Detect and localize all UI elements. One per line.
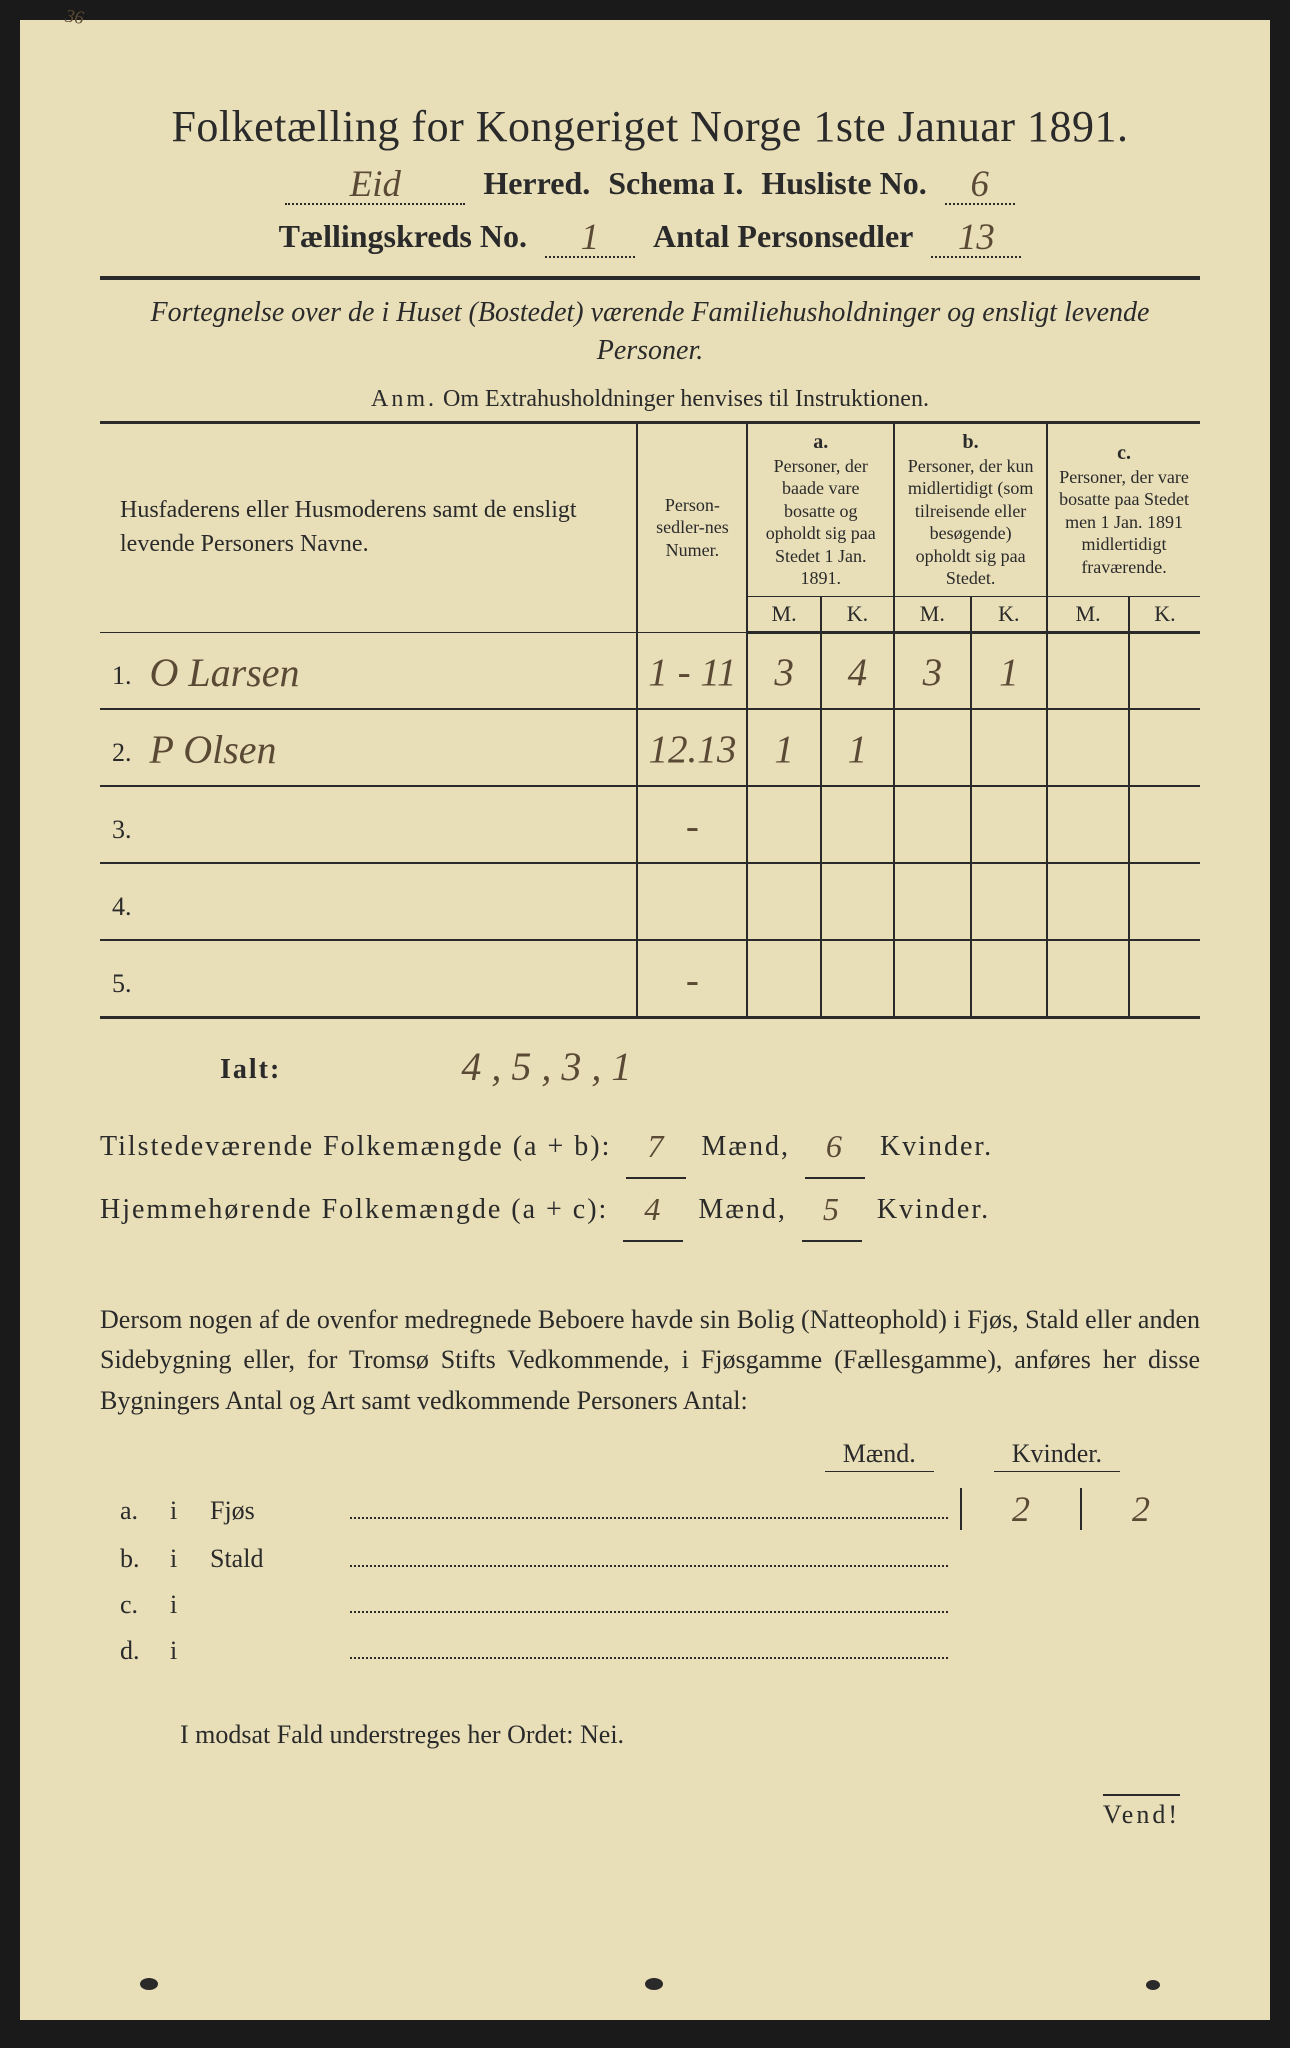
- antal-value: 13: [958, 216, 995, 257]
- punch-hole: [140, 1978, 158, 1990]
- totals-2-k: 5: [802, 1179, 862, 1242]
- census-form-page: 36 Folketælling for Kongeriget Norge 1st…: [20, 20, 1270, 2020]
- form-subtitle: Fortegnelse over de i Huset (Bostedet) v…: [100, 294, 1200, 370]
- header-line-2: Eid Herred. Schema I. Husliste No. 6: [100, 160, 1200, 205]
- anm-label: Anm.: [371, 386, 437, 412]
- table-row: 5.-: [100, 940, 1200, 1018]
- antal-field: 13: [931, 213, 1021, 258]
- building-row: d.i: [100, 1628, 1200, 1674]
- kreds-field: 1: [545, 213, 635, 258]
- kvinder-label: Kvinder.: [880, 1131, 993, 1162]
- table-row: 2.P Olsen12.1311: [100, 709, 1200, 786]
- building-list: a.iFjøs22b.iStaldc.id.i: [100, 1478, 1200, 1674]
- maend-label-2: Mænd,: [698, 1194, 787, 1225]
- divider: [100, 276, 1200, 280]
- ialt-label: Ialt:: [220, 1054, 281, 1086]
- page-number-annotation: 36: [64, 6, 1156, 180]
- building-row: b.iStald: [100, 1536, 1200, 1582]
- header-line-3: Tællingskreds No. 1 Antal Personsedler 1…: [100, 213, 1200, 258]
- totals-1-k: 6: [805, 1116, 865, 1179]
- totals-1-label: Tilstedeværende Folkemængde (a + b):: [100, 1131, 611, 1162]
- kvinder-col: Kvinder.: [994, 1439, 1120, 1472]
- ialt-values: 4 , 5 , 3 , 1: [461, 1043, 631, 1090]
- col-b-header: b. Personer, der kun midlertidigt (som t…: [894, 422, 1047, 596]
- table-row: 1.O Larsen1 - 113431: [100, 632, 1200, 709]
- mk-column-header: Mænd. Kvinder.: [100, 1439, 1200, 1472]
- col-c-k: K.: [1129, 596, 1200, 632]
- herred-field: Eid: [285, 160, 465, 205]
- anm-note: Anm. Om Extrahusholdninger henvises til …: [100, 386, 1200, 413]
- husliste-value: 6: [970, 163, 988, 204]
- col-b-k: K.: [971, 596, 1048, 632]
- table-row: 3.-: [100, 786, 1200, 863]
- herred-value: Eid: [350, 163, 401, 204]
- col-c-m: M.: [1047, 596, 1129, 632]
- antal-label: Antal Personsedler: [653, 218, 913, 255]
- col-a-label: a.: [756, 430, 885, 455]
- totals-2-label: Hjemmehørende Folkemængde (a + c):: [100, 1194, 608, 1225]
- col-b-text: Personer, der kun midlertidigt (som tilr…: [903, 455, 1038, 590]
- building-paragraph: Dersom nogen af de ovenfor medregnede Be…: [100, 1300, 1200, 1421]
- col-c-label: c.: [1056, 441, 1192, 466]
- totals-1-m: 7: [626, 1116, 686, 1179]
- col-numer-header: Person-sedler-nes Numer.: [637, 422, 747, 632]
- building-row: c.i: [100, 1582, 1200, 1628]
- punch-hole: [645, 1978, 663, 1990]
- col-a-m: M.: [747, 596, 820, 632]
- schema-label: Schema I.: [608, 165, 743, 202]
- col-a-header: a. Personer, der baade vare bosatte og o…: [747, 422, 894, 596]
- totals-block: Tilstedeværende Folkemængde (a + b): 7 M…: [100, 1114, 1200, 1240]
- col-name-header: Husfaderens eller Husmoderens samt de en…: [100, 422, 637, 632]
- anm-text: Om Extrahusholdninger henvises til Instr…: [443, 386, 929, 412]
- husliste-label: Husliste No.: [761, 165, 926, 202]
- col-a-text: Personer, der baade vare bosatte og opho…: [756, 455, 885, 590]
- building-row: a.iFjøs22: [100, 1478, 1200, 1536]
- totals-2-m: 4: [623, 1179, 683, 1242]
- kvinder-label-2: Kvinder.: [877, 1194, 990, 1225]
- ialt-row: Ialt: 4 , 5 , 3 , 1: [100, 1041, 1200, 1088]
- col-c-text: Personer, der vare bosatte paa Stedet me…: [1056, 466, 1192, 579]
- col-c-header: c. Personer, der vare bosatte paa Stedet…: [1047, 422, 1200, 596]
- col-a-k: K.: [821, 596, 894, 632]
- totals-line-1: Tilstedeværende Folkemængde (a + b): 7 M…: [100, 1114, 1200, 1177]
- herred-label: Herred.: [483, 165, 590, 202]
- vend-label: Vend!: [100, 1800, 1200, 1830]
- kreds-label: Tællingskreds No.: [279, 218, 527, 255]
- kreds-value: 1: [581, 216, 599, 257]
- totals-line-2: Hjemmehørende Folkemængde (a + c): 4 Mæn…: [100, 1177, 1200, 1240]
- punch-hole: [1146, 1980, 1160, 1990]
- col-b-label: b.: [903, 430, 1038, 455]
- husliste-field: 6: [945, 160, 1015, 205]
- table-row: 4.: [100, 863, 1200, 940]
- col-b-m: M.: [894, 596, 971, 632]
- household-table: Husfaderens eller Husmoderens samt de en…: [100, 421, 1200, 1019]
- nei-line: I modsat Fald understreges her Ordet: Ne…: [100, 1720, 1200, 1750]
- maend-col: Mænd.: [825, 1439, 934, 1472]
- maend-label: Mænd,: [701, 1131, 790, 1162]
